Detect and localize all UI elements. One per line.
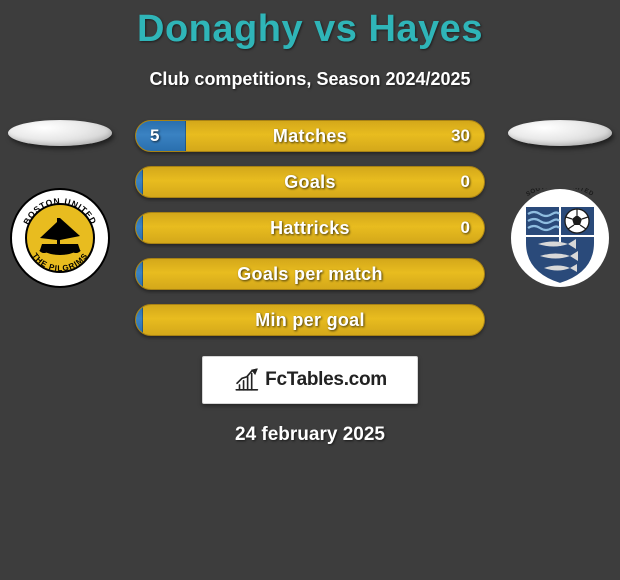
left-ellipse: [8, 120, 112, 146]
brand-box: FcTables.com: [202, 356, 418, 404]
stat-bar: Goals per match: [135, 258, 485, 290]
footer-date: 24 february 2025: [0, 424, 620, 446]
stat-bar: Hattricks0: [135, 212, 485, 244]
stat-bar-label: Goals per match: [136, 259, 484, 289]
stat-bar: Goals0: [135, 166, 485, 198]
stat-bar-right-value: 30: [451, 121, 470, 151]
brand-text: FcTables.com: [265, 369, 387, 391]
left-team-crest: BOSTON UNITED THE PILGRIMS: [10, 188, 110, 288]
stat-bar-left-value: 5: [150, 121, 159, 151]
stat-bar: Matches5 30: [135, 120, 485, 152]
stat-bar: Min per goal: [135, 304, 485, 336]
fctables-logo-icon: [233, 367, 259, 393]
stat-bar-right-value: 0: [461, 213, 470, 243]
stat-bar-right-value: 0: [461, 167, 470, 197]
football-icon: [565, 209, 589, 233]
right-team-column: SOUTHEND UNITED: [500, 120, 620, 288]
stat-bar-label: Hattricks: [136, 213, 484, 243]
southend-united-crest-icon: SOUTHEND UNITED: [510, 188, 610, 288]
subtitle: Club competitions, Season 2024/2025: [0, 69, 620, 90]
stat-bar-label: Matches: [136, 121, 484, 151]
right-ellipse: [508, 120, 612, 146]
stat-bar-label: Goals: [136, 167, 484, 197]
stat-bar-label: Min per goal: [136, 305, 484, 335]
left-team-column: BOSTON UNITED THE PILGRIMS: [0, 120, 120, 288]
stat-bars: Matches530Goals0Hattricks0Goals per matc…: [135, 120, 485, 336]
page-title: Donaghy vs Hayes: [0, 0, 620, 51]
comparison-container: BOSTON UNITED THE PILGRIMS: [0, 120, 620, 336]
right-team-crest: SOUTHEND UNITED: [510, 188, 610, 288]
boston-united-crest-icon: BOSTON UNITED THE PILGRIMS: [10, 188, 110, 288]
